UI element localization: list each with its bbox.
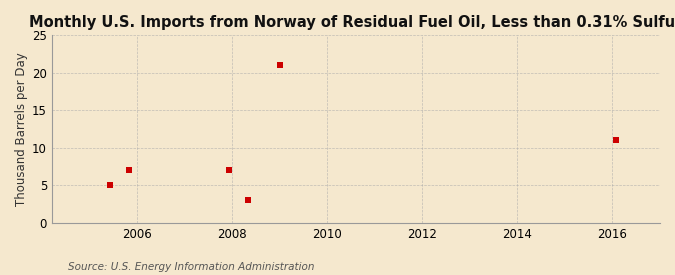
Point [275,63,286,68]
Point [105,183,115,188]
Point [611,138,622,142]
Point [223,168,234,173]
Text: Source: U.S. Energy Information Administration: Source: U.S. Energy Information Administ… [68,262,314,272]
Y-axis label: Thousand Barrels per Day: Thousand Barrels per Day [15,52,28,206]
Point [124,168,135,173]
Title: Monthly U.S. Imports from Norway of Residual Fuel Oil, Less than 0.31% Sulfur: Monthly U.S. Imports from Norway of Resi… [29,15,675,30]
Point [243,198,254,203]
